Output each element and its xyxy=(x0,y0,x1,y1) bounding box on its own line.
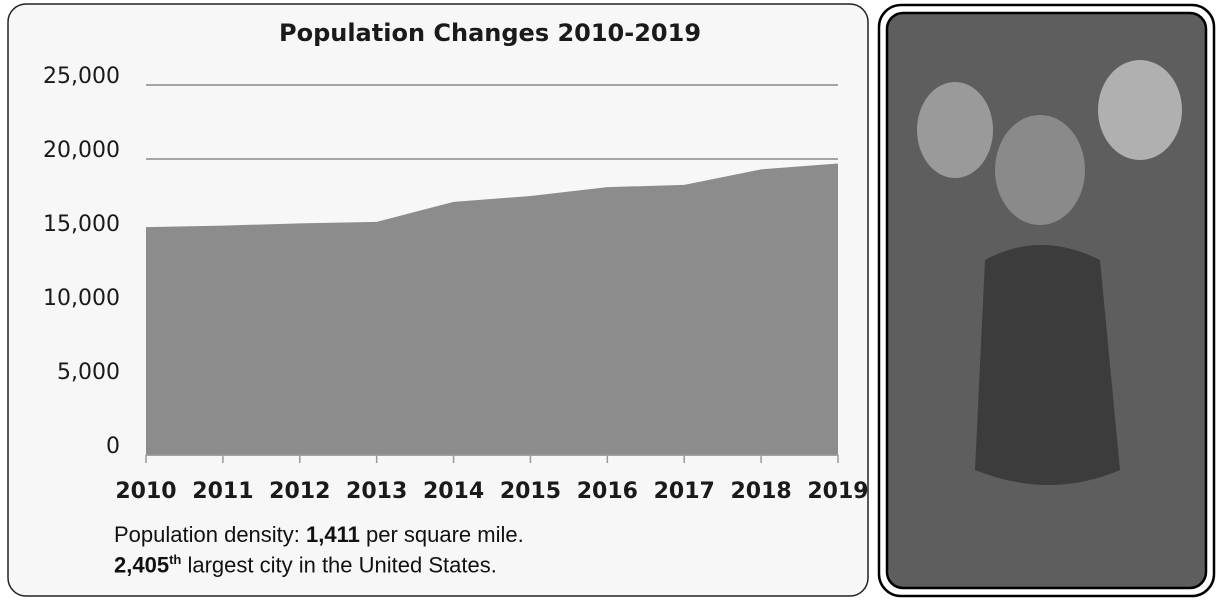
x-tick-label: 2014 xyxy=(423,479,484,504)
note-text: Population density: xyxy=(114,522,307,547)
y-tick-label: 25,000 xyxy=(43,64,120,89)
photo-person xyxy=(975,245,1120,485)
x-tick-label: 2012 xyxy=(269,479,330,504)
x-tick-label: 2018 xyxy=(730,479,791,504)
y-tick-label: 5,000 xyxy=(57,360,120,385)
photo-person xyxy=(995,115,1085,225)
y-tick-label: 10,000 xyxy=(43,286,120,311)
note-value: 1,411 xyxy=(306,522,360,547)
x-tick-label: 2017 xyxy=(654,479,715,504)
x-tick-label: 2013 xyxy=(346,479,407,504)
x-tick-label: 2015 xyxy=(500,479,561,504)
x-tick-label: 2011 xyxy=(192,479,253,504)
rank-note: 2,405th largest city in the United State… xyxy=(114,552,497,578)
density-note: Population density: 1,411 per square mil… xyxy=(114,522,524,548)
y-tick-label: 0 xyxy=(106,434,120,459)
note-sup: th xyxy=(169,552,182,567)
y-tick-label: 20,000 xyxy=(43,138,120,163)
area xyxy=(146,163,838,455)
x-tick-label: 2010 xyxy=(115,479,176,504)
photo-person xyxy=(1098,60,1182,160)
photo-person xyxy=(917,82,993,178)
note-value: 2,405 xyxy=(114,552,170,578)
x-tick-label: 2016 xyxy=(577,479,638,504)
chart-title: Population Changes 2010-2019 xyxy=(279,19,701,47)
y-tick-label: 15,000 xyxy=(43,212,120,237)
note-text: largest city in the United States. xyxy=(181,552,497,578)
x-tick-label: 2019 xyxy=(807,479,868,504)
note-text: per square mile. xyxy=(359,522,524,547)
